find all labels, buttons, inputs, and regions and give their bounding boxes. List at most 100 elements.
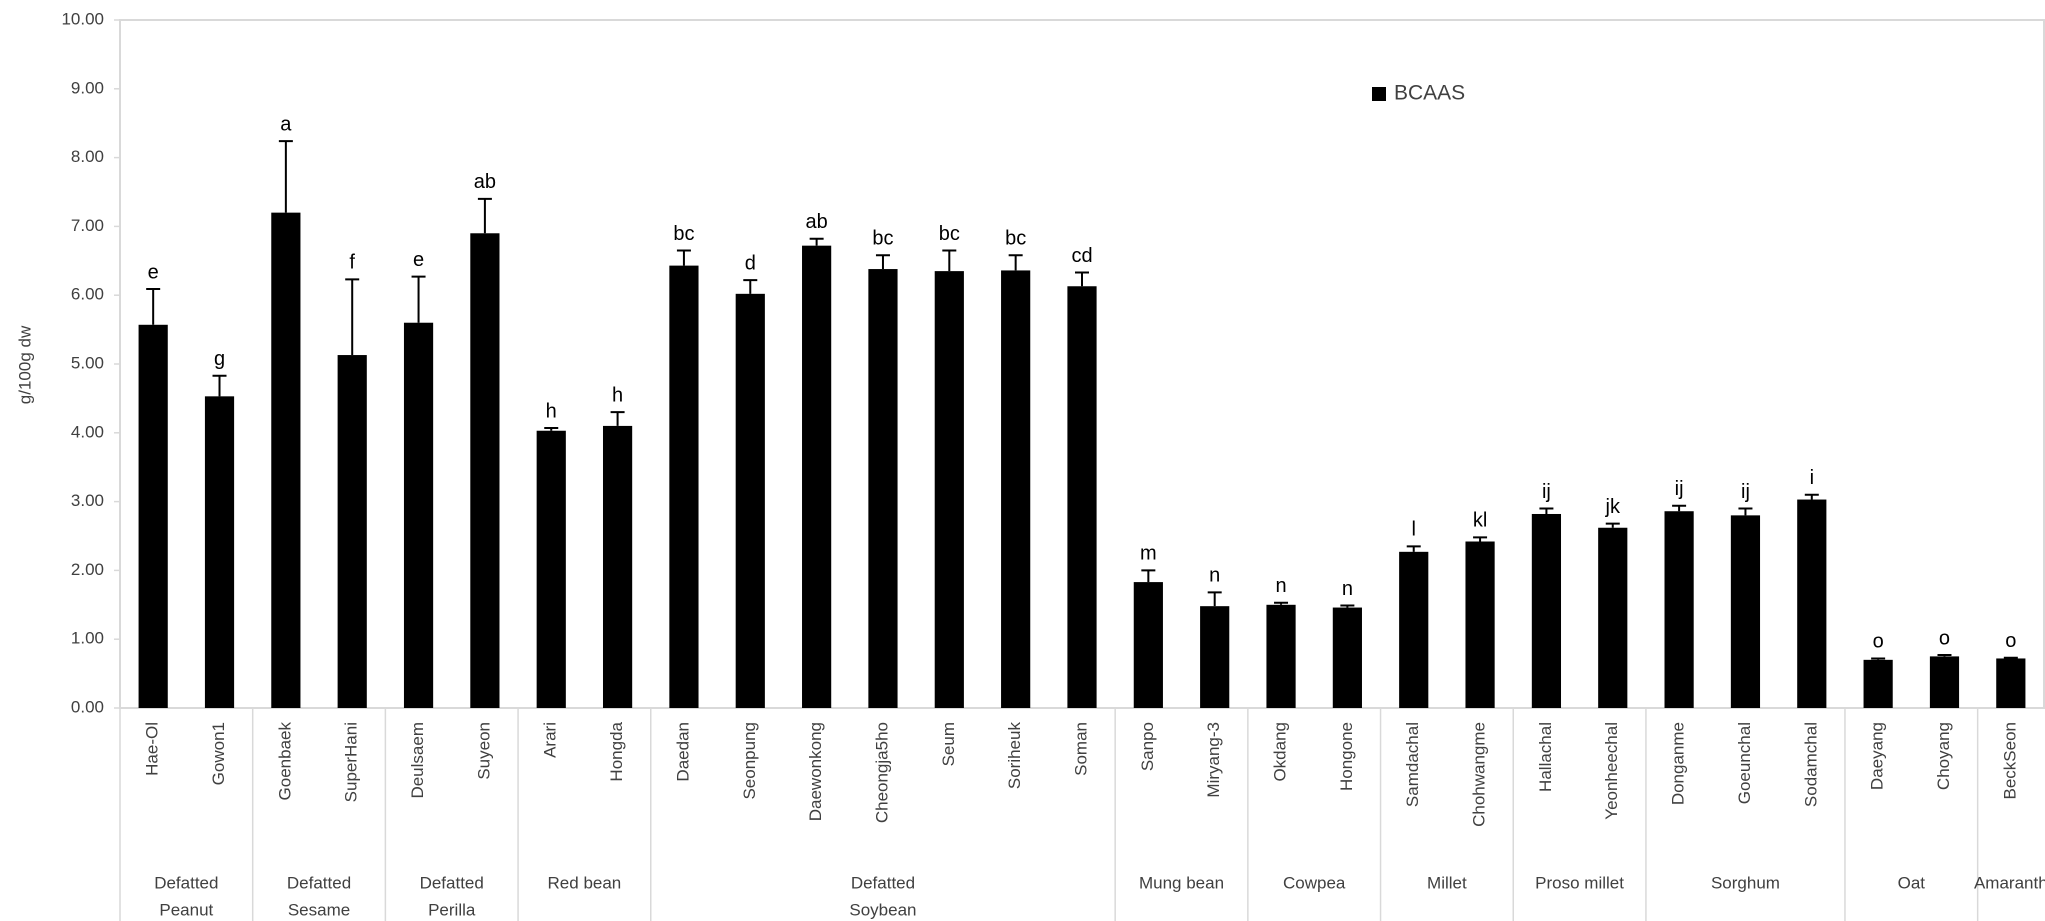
significance-label: bc bbox=[872, 228, 893, 250]
x-tick-label: Soman bbox=[1071, 722, 1090, 776]
bar bbox=[271, 212, 301, 708]
bar bbox=[1133, 582, 1163, 708]
x-tick-label: Choyang bbox=[1934, 722, 1953, 790]
x-tick-label: Arari bbox=[541, 722, 560, 758]
error-bar bbox=[212, 374, 227, 397]
bar bbox=[934, 271, 964, 708]
significance-label: cd bbox=[1071, 245, 1092, 267]
error-bar bbox=[2003, 656, 2018, 659]
x-tick-label: Miryang-3 bbox=[1204, 722, 1223, 798]
error-bar bbox=[477, 197, 492, 234]
significance-label: o bbox=[1873, 631, 1884, 653]
significance-label: h bbox=[612, 384, 623, 406]
bar bbox=[1797, 499, 1827, 708]
bar bbox=[1929, 656, 1960, 708]
group-label: Peanut bbox=[159, 900, 213, 919]
error-bar bbox=[1141, 569, 1156, 583]
group-label: Millet bbox=[1427, 873, 1467, 892]
bar bbox=[1067, 286, 1097, 708]
bar bbox=[868, 269, 898, 708]
significance-label: kl bbox=[1473, 510, 1487, 532]
bar bbox=[1399, 551, 1429, 708]
x-tick-label: Suyeon bbox=[474, 722, 493, 780]
bar bbox=[1863, 659, 1893, 708]
significance-label: ab bbox=[805, 211, 827, 233]
bar bbox=[1332, 607, 1362, 708]
x-tick-label: Sodamchal bbox=[1801, 722, 1820, 807]
x-tick-label: Daewonkong bbox=[806, 722, 825, 821]
y-tick-label: 0.00 bbox=[71, 697, 104, 716]
bar bbox=[138, 324, 168, 708]
x-tick-label: Goenbaek bbox=[275, 722, 294, 801]
significance-label: bc bbox=[939, 223, 960, 245]
group-label: Sesame bbox=[288, 900, 350, 919]
error-bar bbox=[1605, 522, 1620, 528]
group-label: Amaranth bbox=[1974, 873, 2045, 892]
x-tick-label: Samdachal bbox=[1403, 722, 1422, 807]
legend-label: BCAAS bbox=[1394, 82, 1465, 105]
x-tick-label: Goeunchal bbox=[1735, 722, 1754, 804]
x-tick-label: Hae-Ol bbox=[143, 722, 162, 776]
x-tick-label: Deulsaem bbox=[408, 722, 427, 799]
y-tick-label: 5.00 bbox=[71, 353, 104, 372]
bar bbox=[204, 396, 235, 708]
error-bar bbox=[1340, 604, 1355, 608]
bar bbox=[1001, 270, 1031, 708]
y-tick-label: 8.00 bbox=[71, 147, 104, 166]
y-tick-label: 6.00 bbox=[71, 285, 104, 304]
bar bbox=[1200, 606, 1230, 708]
bar bbox=[470, 233, 500, 708]
error-bar bbox=[1738, 507, 1753, 516]
significance-label: ab bbox=[474, 171, 496, 193]
bar bbox=[1266, 604, 1296, 708]
significance-label: o bbox=[2005, 630, 2016, 652]
significance-label: ij bbox=[1675, 478, 1684, 500]
significance-label: ij bbox=[1542, 481, 1551, 503]
bar bbox=[403, 322, 434, 708]
bar bbox=[1465, 541, 1495, 708]
significance-label: e bbox=[148, 261, 159, 283]
error-bar bbox=[1672, 504, 1687, 512]
error-bar bbox=[942, 249, 957, 272]
error-bar bbox=[1871, 657, 1886, 660]
y-tick-label: 9.00 bbox=[71, 78, 104, 97]
error-bar bbox=[411, 275, 426, 323]
error-bar bbox=[610, 411, 625, 426]
group-label: Perilla bbox=[428, 900, 476, 919]
x-tick-label: Daedan bbox=[673, 722, 692, 782]
group-label: Mung bean bbox=[1139, 873, 1224, 892]
group-label: Oat bbox=[1898, 873, 1926, 892]
significance-label: e bbox=[413, 249, 424, 271]
significance-label: n bbox=[1342, 578, 1353, 600]
error-bar bbox=[1539, 507, 1554, 514]
significance-label: a bbox=[280, 113, 292, 135]
x-tick-label: Seum bbox=[939, 722, 958, 766]
group-label: Soybean bbox=[849, 900, 916, 919]
group-label: Defatted bbox=[420, 873, 484, 892]
bar bbox=[669, 265, 699, 708]
error-bar bbox=[1473, 536, 1488, 542]
bar bbox=[602, 425, 633, 708]
error-bar bbox=[1804, 493, 1819, 500]
x-tick-label: Daeyang bbox=[1868, 722, 1887, 790]
significance-label: l bbox=[1411, 519, 1415, 541]
significance-label: g bbox=[214, 348, 225, 370]
bar bbox=[1996, 658, 2026, 708]
error-bar bbox=[1406, 545, 1421, 552]
group-label: Defatted bbox=[287, 873, 351, 892]
error-bar bbox=[809, 237, 824, 246]
significance-label: jk bbox=[1605, 496, 1621, 518]
y-tick-label: 7.00 bbox=[71, 216, 104, 235]
significance-label: d bbox=[745, 252, 756, 274]
x-tick-label: Gowon1 bbox=[209, 722, 228, 785]
x-tick-label: Cheongja5ho bbox=[872, 722, 891, 823]
significance-label: m bbox=[1140, 543, 1157, 565]
legend-swatch bbox=[1372, 87, 1386, 101]
y-tick-label: 10.00 bbox=[61, 9, 104, 28]
y-tick-label: 3.00 bbox=[71, 491, 104, 510]
y-tick-label: 4.00 bbox=[71, 422, 104, 441]
significance-label: n bbox=[1275, 575, 1286, 597]
x-tick-label: Hongone bbox=[1337, 722, 1356, 791]
